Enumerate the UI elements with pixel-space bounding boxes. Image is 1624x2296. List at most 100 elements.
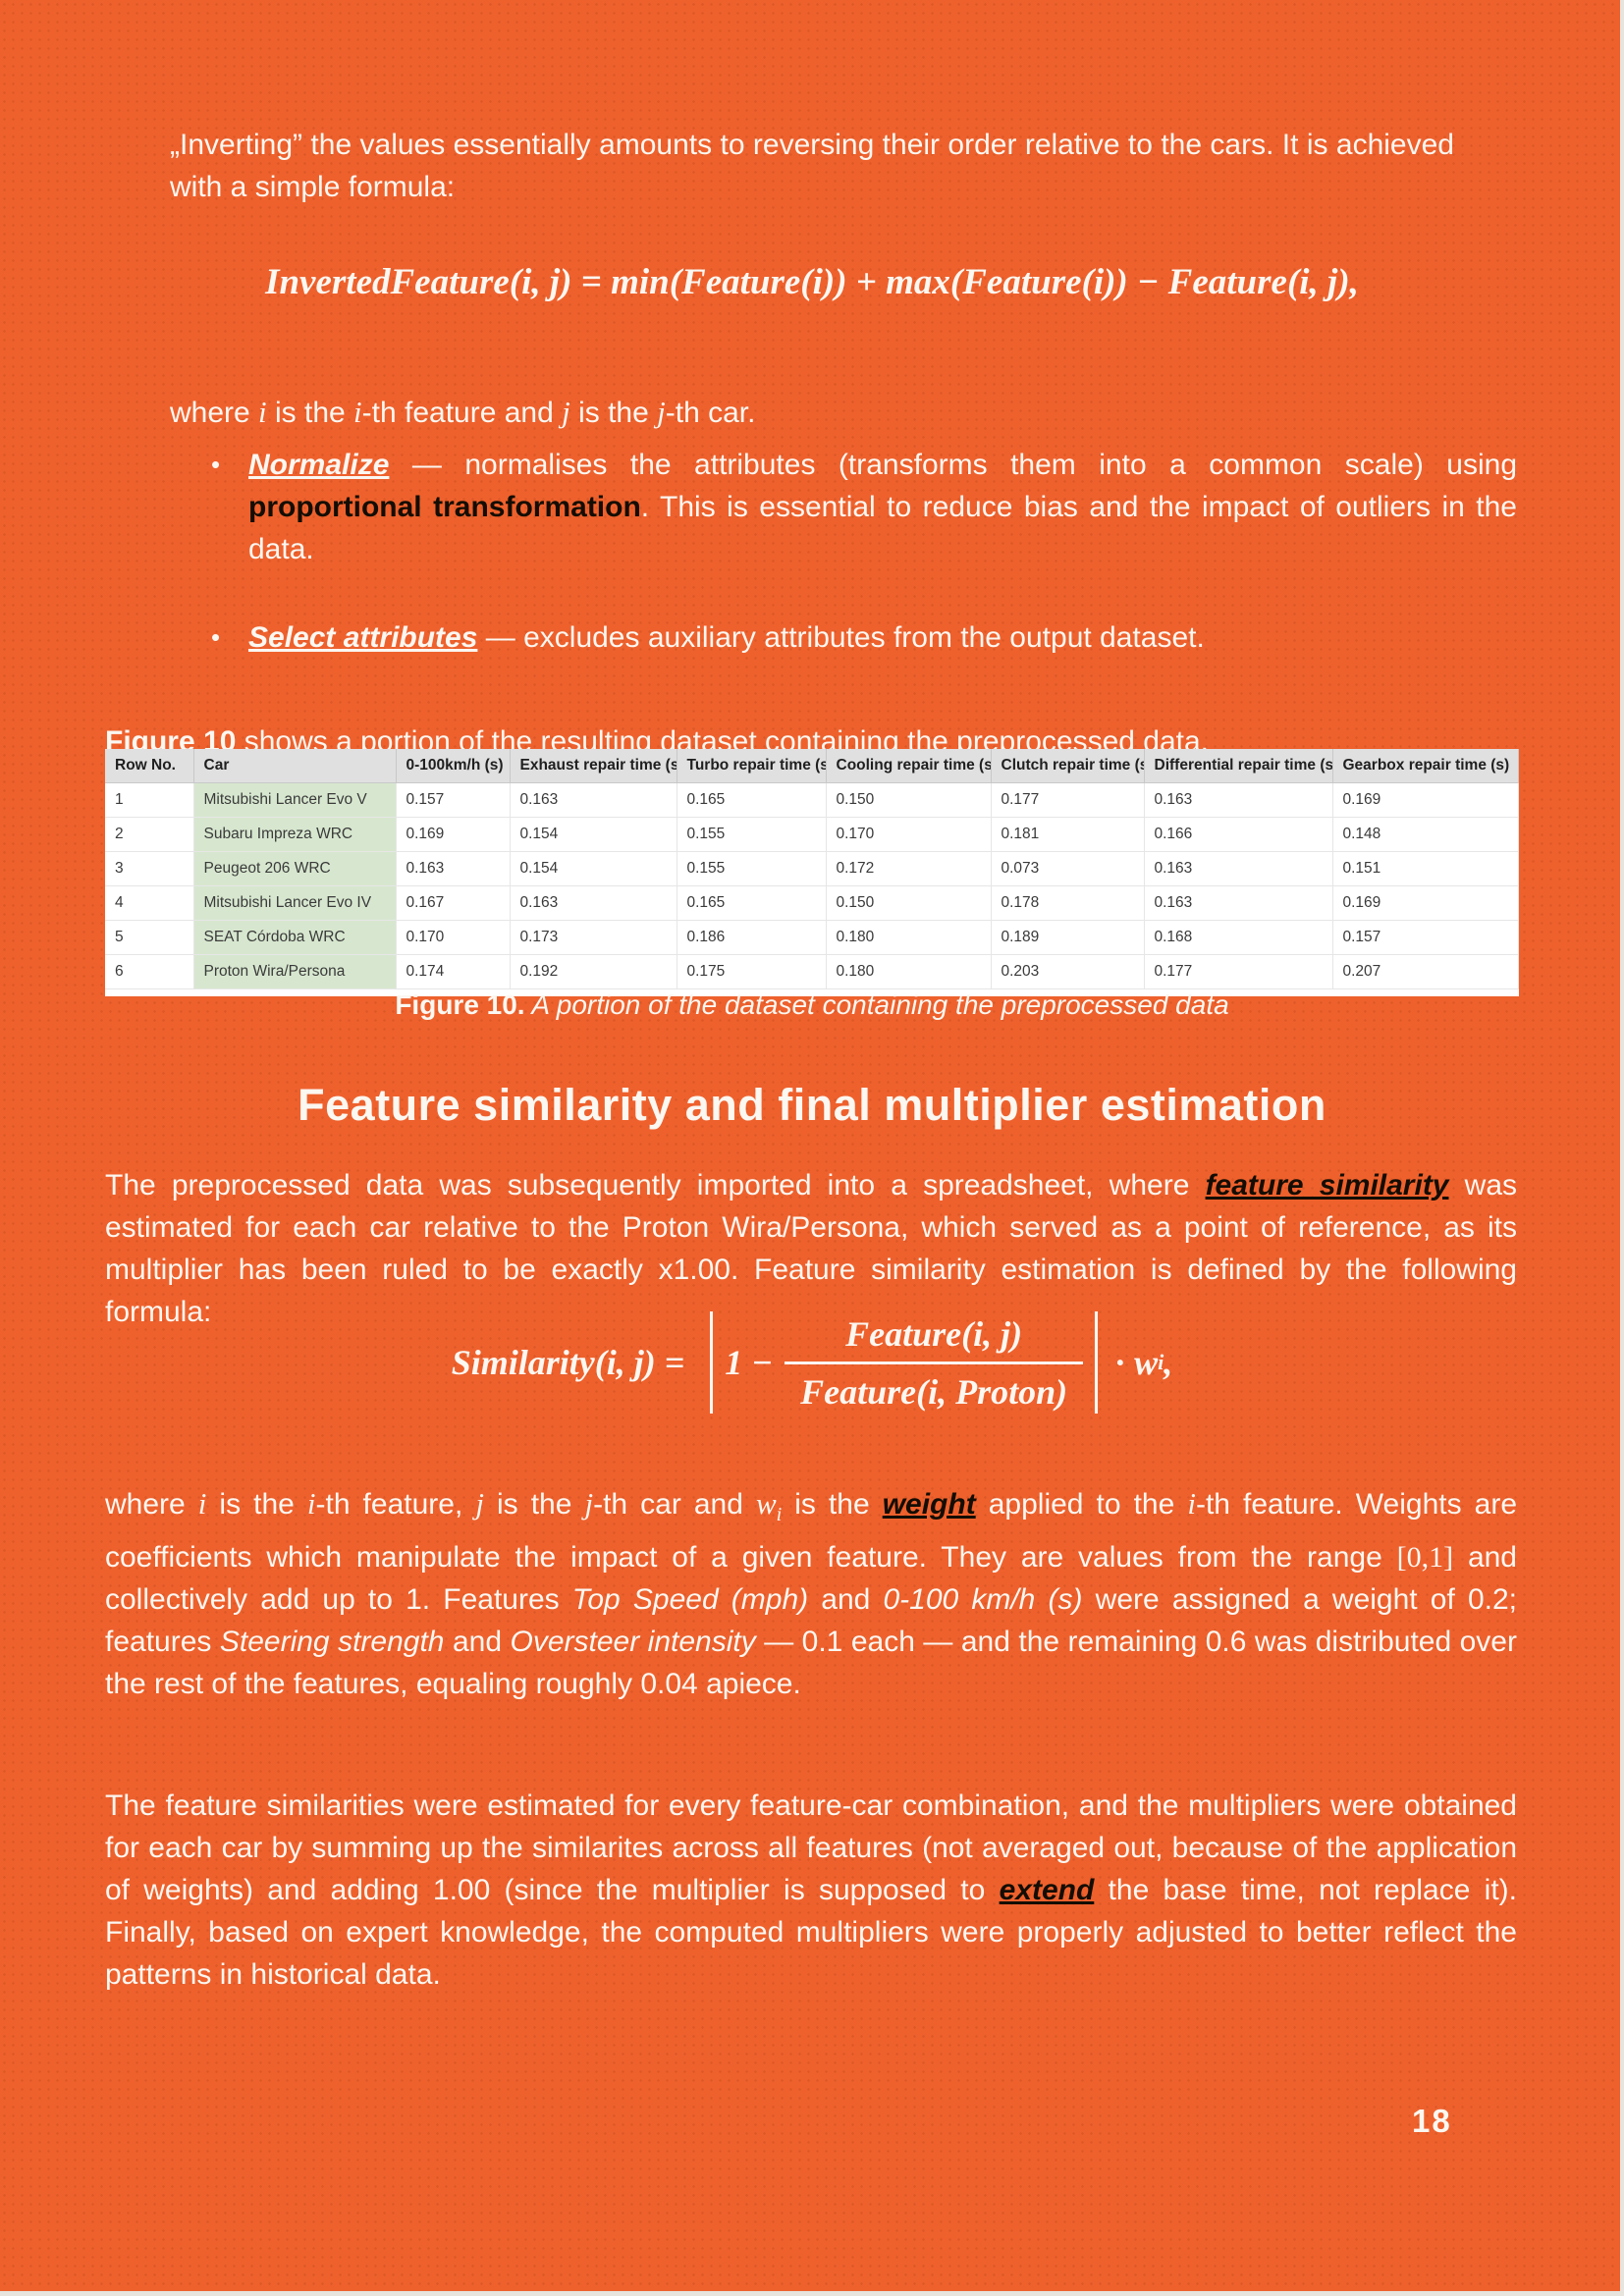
math-var-j: j [562, 395, 570, 429]
cell-value: 0.177 [1144, 954, 1333, 989]
text-run: — 0.1 each — and the remaining 0.6 was d… [105, 1626, 1517, 1700]
figure-caption: Figure 10. A portion of the dataset cont… [0, 989, 1624, 1021]
cell-value: 0.165 [677, 885, 827, 921]
table-row: 4 Mitsubishi Lancer Evo IV 0.167 0.163 0… [105, 885, 1519, 921]
cell-value: 0.163 [510, 782, 677, 818]
caption-label: Figure 10. [395, 989, 525, 1020]
table-row: 3 Peugeot 206 WRC 0.163 0.154 0.155 0.17… [105, 851, 1519, 886]
formula-fraction: Feature(i, j) Feature(i, Proton) [785, 1313, 1084, 1413]
cell-value: 0.157 [396, 782, 511, 818]
heading-text: Feature similarity and final multiplier … [298, 1080, 1326, 1131]
section-heading: Feature similarity and final multiplier … [0, 1080, 1624, 1131]
emphasis-extend: extend [999, 1874, 1095, 1906]
emphasis-top-speed: Top Speed (mph) [571, 1583, 809, 1616]
col-header-0-100: 0-100km/h (s) [396, 749, 511, 783]
weights-paragraph: where i is the i-th feature, j is the j-… [105, 1482, 1517, 1705]
text-run: is the [206, 1488, 307, 1521]
cell-value: 0.154 [510, 851, 677, 886]
bullet-dot: • [211, 450, 221, 479]
emphasis-proportional-transformation: proportional transformation [248, 491, 641, 523]
cell-value: 0.207 [1332, 954, 1519, 989]
formula-one-minus: 1 − [725, 1343, 774, 1382]
text-run: is the [569, 397, 658, 429]
math-var-j: j [657, 395, 666, 429]
math-var-i: i [353, 395, 362, 429]
col-header-car: Car [193, 749, 397, 783]
formula-comma: , [1164, 1343, 1173, 1382]
cell-row-no: 1 [105, 782, 194, 818]
text-run: is the [483, 1488, 585, 1521]
abs-bar-right [1095, 1311, 1099, 1414]
emphasis-0-100: 0-100 km/h (s) [883, 1583, 1083, 1616]
cell-row-no: 4 [105, 885, 194, 921]
math-subscript-i: i [776, 1504, 783, 1525]
text-run: -th feature and [361, 397, 563, 429]
text-run: -th car. [665, 397, 756, 429]
cell-car-name: Peugeot 206 WRC [193, 851, 397, 886]
spreadsheet-paragraph: The preprocessed data was subsequently i… [105, 1164, 1517, 1333]
page-bottom-edge [0, 2291, 1624, 2296]
caption-text: A portion of the dataset containing the … [524, 989, 1229, 1020]
cell-row-no: 2 [105, 817, 194, 852]
cell-value: 0.166 [1144, 817, 1333, 852]
cell-value: 0.178 [991, 885, 1145, 921]
text-run: was estimated for each car relative to t… [105, 1169, 1518, 1328]
emphasis-weight: weight [882, 1488, 976, 1521]
cell-value: 0.170 [826, 817, 992, 852]
formula-weight-var: w [1134, 1343, 1159, 1382]
inverted-feature-formula: InvertedFeature(i, j) = min(Feature(i)) … [0, 261, 1624, 303]
cell-car-name: Mitsubishi Lancer Evo V [193, 782, 397, 818]
bullet-dot: • [211, 622, 221, 652]
cell-value: 0.163 [396, 851, 511, 886]
cell-value: 0.177 [991, 782, 1145, 818]
table-row: 1 Mitsubishi Lancer Evo V 0.157 0.163 0.… [105, 782, 1519, 818]
text-run: -th car and [593, 1488, 756, 1521]
cell-value: 0.150 [826, 782, 992, 818]
table-row: 6 Proton Wira/Persona 0.174 0.192 0.175 … [105, 954, 1519, 989]
col-header-row-no: Row No. [105, 749, 194, 783]
text-run: and [808, 1583, 884, 1616]
formula-text: InvertedFeature(i, j) = min(Feature(i)) … [265, 262, 1359, 302]
text-run: is the [266, 397, 354, 429]
intro-paragraph: „Inverting” the values essentially amoun… [170, 124, 1454, 208]
text-run: where [170, 397, 259, 429]
cell-value: 0.189 [991, 920, 1145, 955]
emphasis-steering-strength: Steering strength [219, 1626, 445, 1658]
cell-value: 0.173 [510, 920, 677, 955]
text-run: were assigned a weight of 0.2; features [105, 1583, 1517, 1658]
text-run: — excludes auxiliary attributes from the… [477, 621, 1205, 654]
formula-lhs: Similarity(i, j) = [451, 1343, 685, 1382]
cell-value: 0.174 [396, 954, 511, 989]
math-var-j: j [475, 1486, 484, 1521]
cell-value: 0.150 [826, 885, 992, 921]
math-var-i: i [306, 1486, 316, 1521]
emphasis-oversteer-intensity: Oversteer intensity [510, 1626, 756, 1658]
cell-value: 0.163 [1144, 782, 1333, 818]
math-var-i: i [258, 395, 267, 429]
page-right-edge [1620, 0, 1624, 2296]
math-var-w: w [755, 1486, 777, 1521]
formula-weight-subscript: i [1158, 1350, 1164, 1374]
cell-value: 0.169 [396, 817, 511, 852]
text-run: -th feature, [315, 1488, 476, 1521]
cell-value: 0.073 [991, 851, 1145, 886]
cell-value: 0.192 [510, 954, 677, 989]
bullet-text: Select attributes — excludes auxiliary a… [248, 616, 1517, 659]
emphasis-select-attributes: Select attributes [248, 621, 478, 654]
cell-value: 0.155 [677, 851, 827, 886]
fraction-denominator: Feature(i, Proton) [785, 1361, 1084, 1413]
text-run: „Inverting” the values essentially amoun… [170, 129, 1454, 203]
similarity-formula: Similarity(i, j) = 1 − Feature(i, j) Fea… [0, 1311, 1624, 1414]
bullet-text: Normalize — normalises the attributes (t… [248, 444, 1517, 570]
cell-value: 0.151 [1332, 851, 1519, 886]
text-run: where [105, 1488, 198, 1521]
cell-value: 0.163 [510, 885, 677, 921]
cell-car-name: Mitsubishi Lancer Evo IV [193, 885, 397, 921]
cell-car-name: Proton Wira/Persona [193, 954, 397, 989]
text-run: -th feature. Weights are coefficients wh… [105, 1488, 1518, 1574]
page-number: 18 [1412, 2103, 1452, 2139]
cell-value: 0.172 [826, 851, 992, 886]
cell-car-name: Subaru Impreza WRC [193, 817, 397, 852]
bullet-select-attributes: • Select attributes — excludes auxiliary… [211, 616, 1517, 659]
